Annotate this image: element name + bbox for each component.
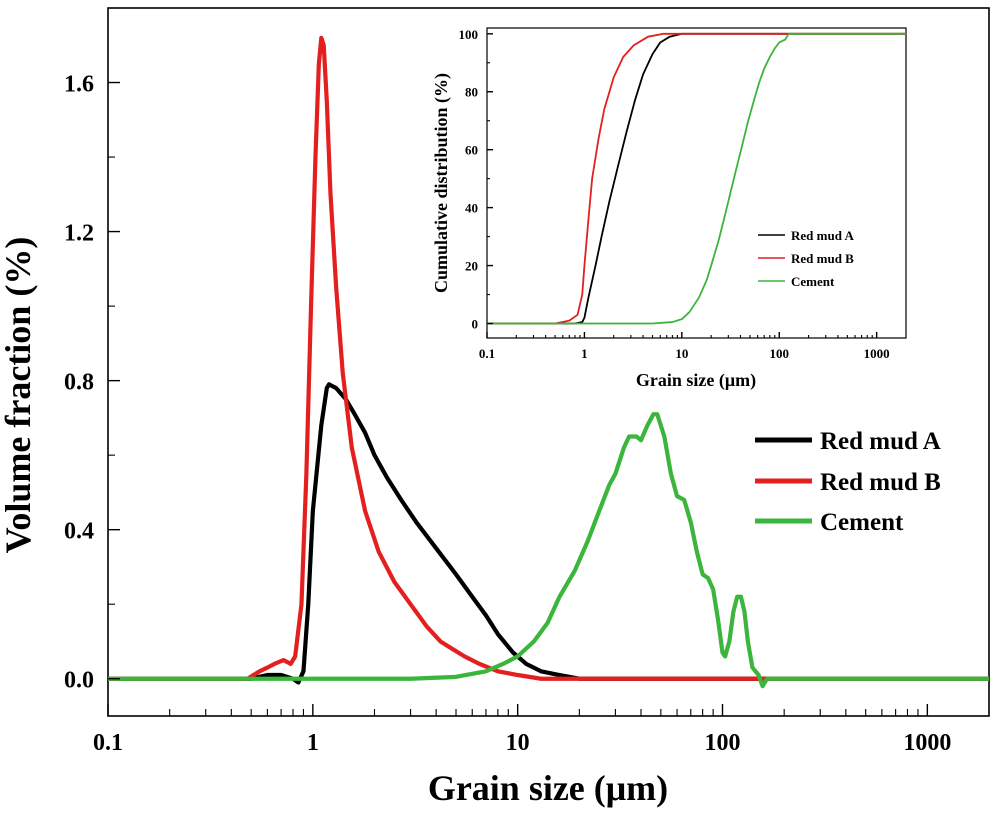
inset-y-tick-label: 0 [472, 317, 479, 332]
inset-series-line-cement [487, 32, 906, 325]
main-series-line-red-mud-b [108, 35, 989, 681]
inset-series-line-red-mud-a [487, 32, 906, 325]
main-legend: Red mud A Red mud B Cement [755, 428, 941, 536]
main-y-tick-label: 0.8 [64, 370, 94, 396]
inset-y-axis-title: Cumulative distribution (%) [431, 73, 452, 293]
main-x-axis-title: Grain size (μm) [428, 768, 668, 808]
inset-y-tick-label: 80 [465, 85, 478, 100]
inset-x-axis-title: Grain size (μm) [636, 370, 756, 391]
inset-series-line-red-mud-b [487, 32, 906, 325]
main-x-tick-label: 1000 [903, 730, 951, 756]
inset-background [487, 28, 906, 338]
inset-legend-label-red-mud-b: Red mud B [791, 251, 854, 266]
legend-label-cement: Cement [820, 509, 904, 536]
inset-y-tick-label: 60 [465, 143, 478, 158]
legend-label-red-mud-a: Red mud A [820, 428, 941, 455]
main-y-tick-label: 1.2 [64, 221, 94, 247]
inset-y-tick-label: 40 [465, 201, 478, 216]
inset-axes: 0.1 1 10 100 1000 0 20 40 60 80 100 [459, 27, 890, 361]
inset-x-tick-label: 0.1 [479, 346, 495, 361]
inset-legend-label-cement: Cement [791, 274, 835, 289]
main-y-tick-label: 0.0 [64, 668, 94, 694]
main-plot-frame [107, 7, 990, 717]
inset-x-tick-label: 1000 [864, 346, 890, 361]
main-y-tick-label: 1.6 [64, 72, 94, 98]
inset-x-tick-label: 1 [581, 346, 588, 361]
inset-x-tick-label: 100 [770, 346, 790, 361]
inset-plot: 0.1 1 10 100 1000 0 20 40 60 80 100 Grain size (μm… [431, 27, 907, 391]
main-x-tick-label: 1 [307, 730, 319, 756]
inset-legend-label-red-mud-a: Red mud A [791, 228, 854, 243]
inset-x-tick-label: 10 [675, 346, 688, 361]
inset-legend: Red mud A Red mud B Cement [758, 228, 854, 289]
main-x-tick-label: 100 [705, 730, 741, 756]
main-y-axis-title: Volume fraction (%) [0, 237, 38, 554]
main-series-line-cement [108, 412, 989, 689]
inset-plot-frame [486, 27, 907, 339]
inset-y-tick-label: 20 [465, 259, 478, 274]
main-series-group [108, 35, 989, 689]
main-y-tick-label: 0.4 [64, 519, 94, 545]
main-x-tick-label: 0.1 [93, 730, 123, 756]
inset-y-tick-label: 100 [459, 27, 479, 42]
inset-series-group [487, 32, 906, 325]
main-x-tick-label: 10 [506, 730, 530, 756]
legend-label-red-mud-b: Red mud B [820, 469, 941, 496]
